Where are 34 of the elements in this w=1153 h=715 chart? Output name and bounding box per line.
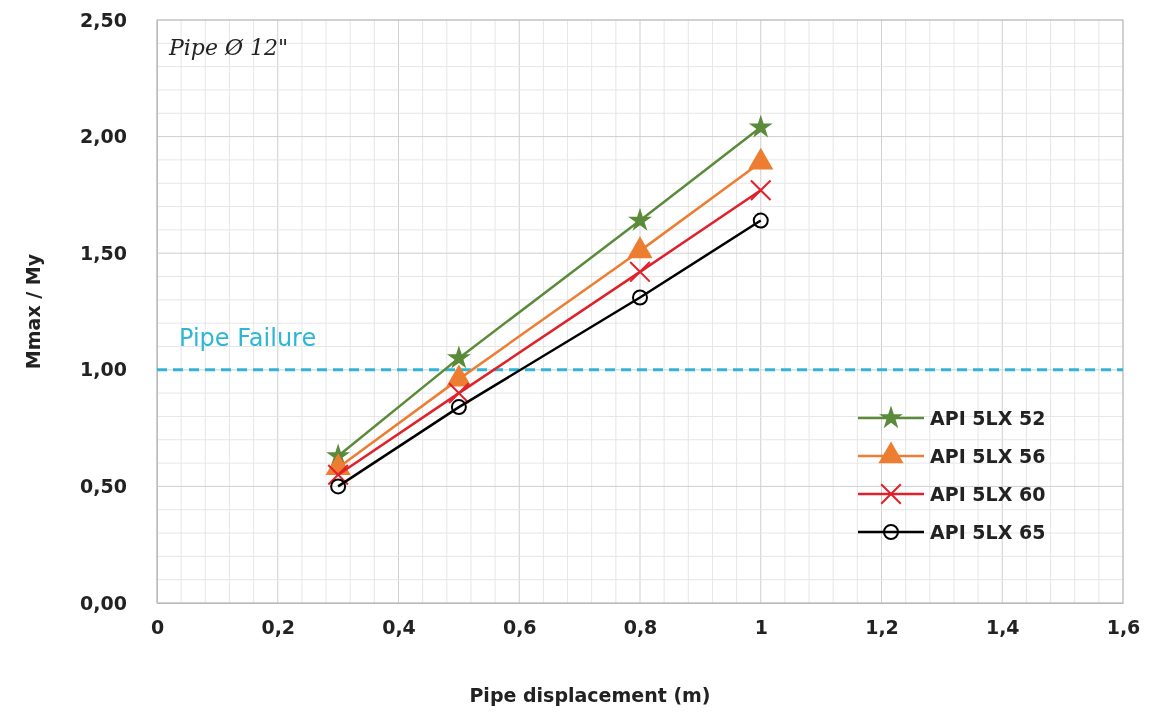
x-tick-label: 1,4 bbox=[985, 616, 1020, 639]
y-tick-label: 1,50 bbox=[80, 241, 127, 264]
point bbox=[749, 179, 772, 202]
x-tick-label: 0 bbox=[150, 616, 165, 639]
point bbox=[327, 463, 349, 486]
y-axis-title: Mmax / My bbox=[22, 253, 44, 370]
point bbox=[450, 399, 467, 416]
legend-label: API 5LX 60 bbox=[930, 483, 1046, 505]
y-tick-label: 0,00 bbox=[80, 591, 127, 614]
point bbox=[448, 382, 470, 404]
point bbox=[748, 114, 773, 138]
y-tick-label: 2,00 bbox=[80, 125, 127, 148]
point bbox=[330, 478, 347, 495]
x-tick-label: 0,6 bbox=[502, 616, 537, 639]
x-tick-label: 1,6 bbox=[1106, 616, 1141, 639]
point bbox=[629, 261, 651, 283]
annotation: Pipe Ø 12" bbox=[168, 35, 289, 60]
x-axis-title: Pipe displacement (m) bbox=[469, 684, 711, 706]
point bbox=[632, 289, 648, 306]
legend-label: API 5LX 56 bbox=[930, 445, 1046, 467]
point bbox=[628, 208, 652, 231]
y-tick-label: 0,50 bbox=[80, 474, 127, 497]
point bbox=[752, 212, 769, 229]
x-tick-label: 0,2 bbox=[261, 616, 296, 639]
ref-line-label: Pipe Failure bbox=[179, 323, 317, 352]
legend-label: API 5LX 52 bbox=[930, 407, 1046, 429]
x-tick-label: 0,4 bbox=[382, 616, 416, 639]
point bbox=[446, 345, 471, 369]
x-tick-label: 0,8 bbox=[623, 616, 658, 639]
y-tick-label: 2,50 bbox=[80, 8, 127, 31]
y-tick-label: 1,00 bbox=[80, 358, 127, 381]
x-tick-label: 1 bbox=[754, 616, 768, 639]
x-tick-label: 1,2 bbox=[865, 616, 899, 639]
legend-label: API 5LX 65 bbox=[930, 521, 1046, 543]
